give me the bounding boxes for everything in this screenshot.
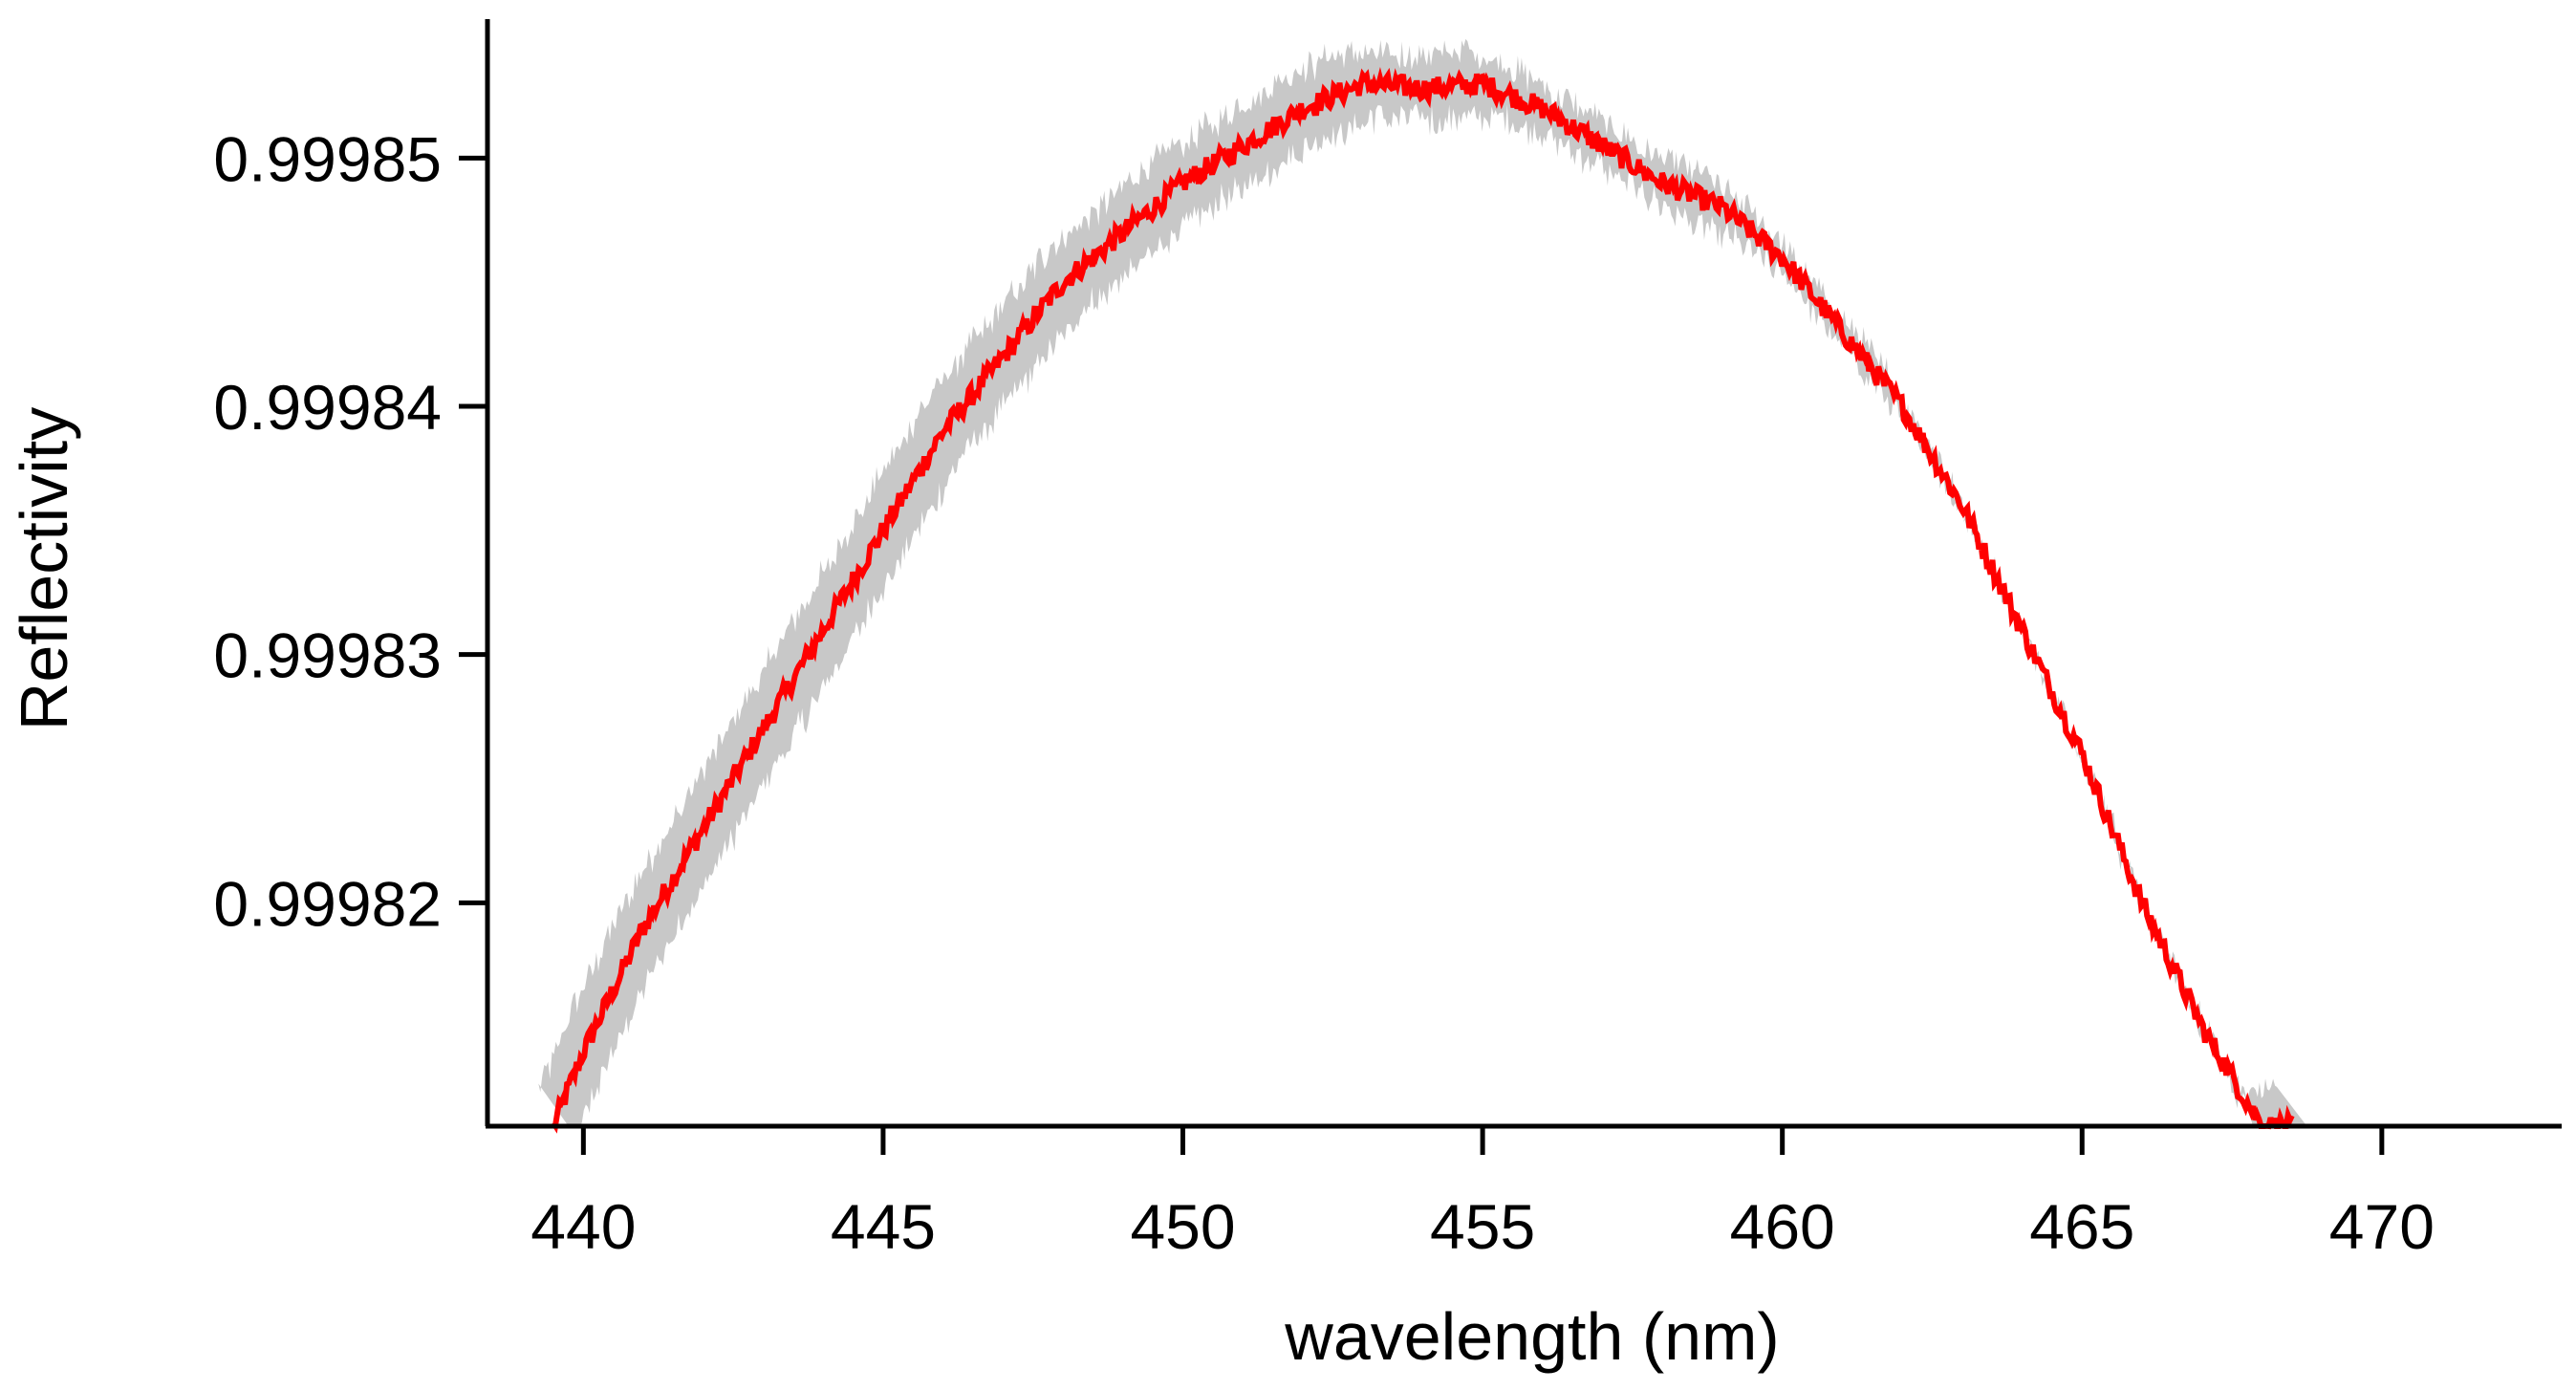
x-tick-label: 450 xyxy=(1130,1191,1235,1262)
reflectivity-line xyxy=(551,67,2295,1134)
y-ticks: 0.99982 0.99983 0.99984 0.99985 xyxy=(213,123,487,939)
y-tick-label: 0.99985 xyxy=(213,123,442,194)
x-tick-label: 460 xyxy=(1730,1191,1835,1262)
x-tick-label: 455 xyxy=(1430,1191,1535,1262)
y-tick-label: 0.99984 xyxy=(213,372,442,443)
y-tick-label: 0.99982 xyxy=(213,868,442,939)
axes-layer xyxy=(485,19,2562,1129)
x-tick-label: 470 xyxy=(2329,1191,2435,1262)
data-line-layer xyxy=(551,67,2295,1134)
x-tick-label: 445 xyxy=(831,1191,936,1262)
y-axis-title: Reflectivity xyxy=(7,407,81,730)
x-axis-title: wavelength (nm) xyxy=(1284,1299,1779,1374)
y-tick-label: 0.99983 xyxy=(213,620,442,691)
uncertainty-band xyxy=(538,38,2307,1126)
x-ticks: 440 445 450 455 460 465 470 xyxy=(530,1126,2435,1262)
x-tick-label: 465 xyxy=(2029,1191,2134,1262)
uncertainty-band-layer xyxy=(538,38,2307,1126)
x-tick-label: 440 xyxy=(530,1191,636,1262)
